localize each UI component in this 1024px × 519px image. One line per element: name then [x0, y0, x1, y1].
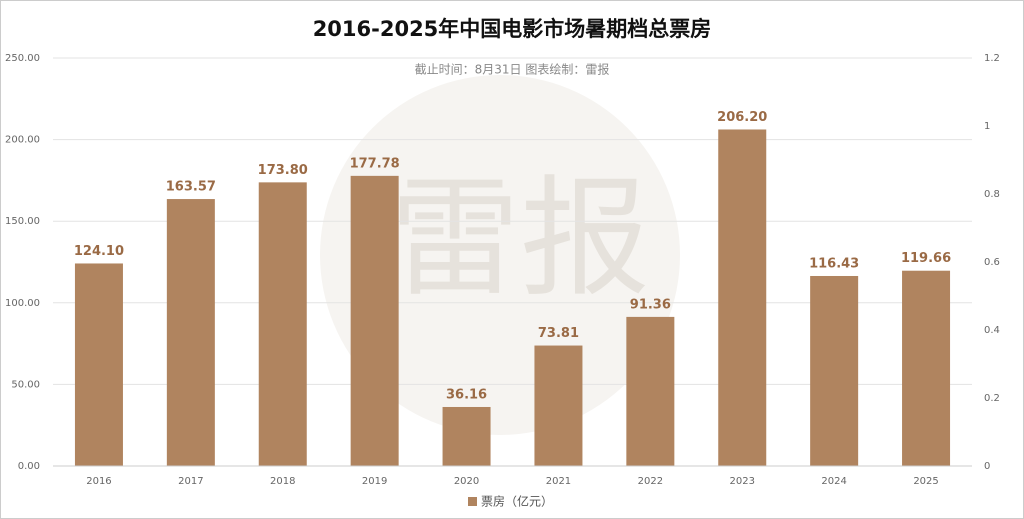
- y2-tick-label: 0: [984, 461, 990, 472]
- bar: [442, 406, 491, 466]
- bar: [166, 199, 215, 466]
- chart-subtitle: 截止时间：8月31日 图表绘制：雷报: [415, 62, 610, 77]
- chart-title: 2016-2025年中国电影市场暑期档总票房: [313, 17, 712, 41]
- x-tick-label: 2017: [178, 476, 203, 487]
- value-label: 73.81: [538, 326, 579, 341]
- value-label: 36.16: [446, 387, 487, 402]
- x-tick-label: 2018: [270, 476, 295, 487]
- watermark: 雷报: [390, 163, 650, 315]
- y-tick-label: 250.00: [5, 53, 40, 64]
- x-tick-label: 2021: [546, 476, 571, 487]
- legend-label: 票房（亿元）: [481, 494, 553, 509]
- y-tick-label: 150.00: [5, 216, 40, 227]
- y-tick-label: 0.00: [18, 461, 40, 472]
- y2-tick-label: 1: [984, 121, 990, 132]
- bar: [718, 129, 767, 466]
- value-label: 177.78: [350, 156, 400, 171]
- value-label: 173.80: [258, 163, 308, 178]
- value-label: 91.36: [630, 297, 671, 312]
- value-label: 124.10: [74, 244, 124, 259]
- bar: [258, 182, 307, 466]
- y-tick-label: 100.00: [5, 298, 40, 309]
- legend-swatch: [468, 497, 477, 506]
- bar: [902, 270, 951, 466]
- y2-tick-label: 0.6: [984, 257, 1000, 268]
- bar: [810, 275, 859, 466]
- value-label: 119.66: [901, 251, 951, 266]
- value-label: 163.57: [166, 180, 216, 195]
- bar: [534, 345, 583, 466]
- y-tick-label: 200.00: [5, 135, 40, 146]
- y-tick-label: 50.00: [11, 379, 40, 390]
- x-tick-label: 2019: [362, 476, 387, 487]
- value-label: 206.20: [717, 110, 767, 125]
- y2-tick-label: 1.2: [984, 53, 1000, 64]
- x-tick-label: 2025: [913, 476, 938, 487]
- x-tick-label: 2022: [638, 476, 663, 487]
- y2-tick-label: 0.8: [984, 189, 1000, 200]
- y2-tick-label: 0.4: [984, 325, 1000, 336]
- value-label: 116.43: [809, 256, 859, 271]
- watermark-circle: [320, 75, 680, 435]
- x-tick-label: 2016: [86, 476, 111, 487]
- x-tick-label: 2024: [821, 476, 846, 487]
- bar: [626, 316, 675, 466]
- bar: [74, 263, 123, 466]
- x-tick-label: 2020: [454, 476, 479, 487]
- x-tick-label: 2023: [730, 476, 755, 487]
- y2-tick-label: 0.2: [984, 393, 1000, 404]
- bar: [350, 175, 399, 466]
